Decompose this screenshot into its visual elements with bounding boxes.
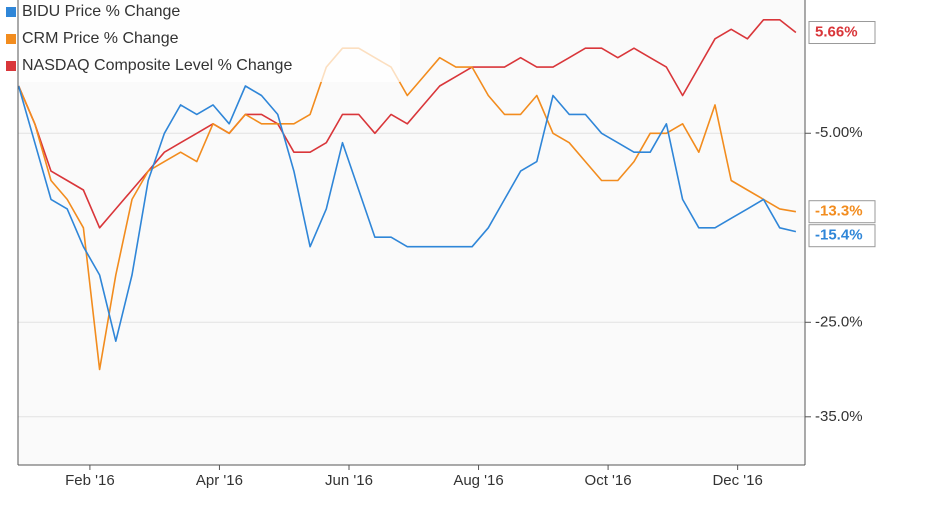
lines — [17, 19, 797, 371]
end-label-box — [808, 200, 876, 224]
x-tick-label: Oct '16 — [585, 472, 632, 489]
legend-label: NASDAQ Composite Level % Change — [22, 57, 292, 74]
x-tick-label: Aug '16 — [453, 472, 503, 489]
end-label-box — [808, 224, 876, 248]
end-label-box — [808, 21, 876, 45]
x-tick-label: Jun '16 — [325, 472, 373, 489]
end-label-text: -13.3% — [815, 203, 863, 220]
x-tick-label: Feb '16 — [65, 472, 115, 489]
end-label: -15.4% — [808, 224, 876, 248]
series-line — [17, 47, 797, 371]
end-label: -13.3% — [808, 200, 876, 224]
legend-label: CRM Price % Change — [22, 30, 179, 47]
legend-box — [0, 0, 400, 82]
legend-swatch — [6, 34, 16, 44]
end-label: 5.66% — [808, 21, 876, 45]
series-line — [17, 85, 797, 342]
legend-swatch — [6, 61, 16, 71]
x-tick-label: Apr '16 — [196, 472, 243, 489]
y-tick-label: -5.00% — [815, 124, 863, 141]
y-tick-label: -25.0% — [815, 313, 863, 330]
x-tick-label: Dec '16 — [712, 472, 762, 489]
y-tick-label: -35.0% — [815, 408, 863, 425]
end-label-text: 5.66% — [815, 23, 858, 40]
end-label-text: -15.4% — [815, 227, 863, 244]
legend: BIDU Price % Change CRM Price % Change NAS… — [0, 0, 400, 82]
grid — [18, 132, 805, 418]
legend-swatch — [6, 7, 16, 17]
legend-label: BIDU Price % Change — [22, 3, 180, 20]
axes: -5.00% -25.0% -35.0% Feb '16 Apr '16 Jun '16 A… — [17, 0, 876, 489]
